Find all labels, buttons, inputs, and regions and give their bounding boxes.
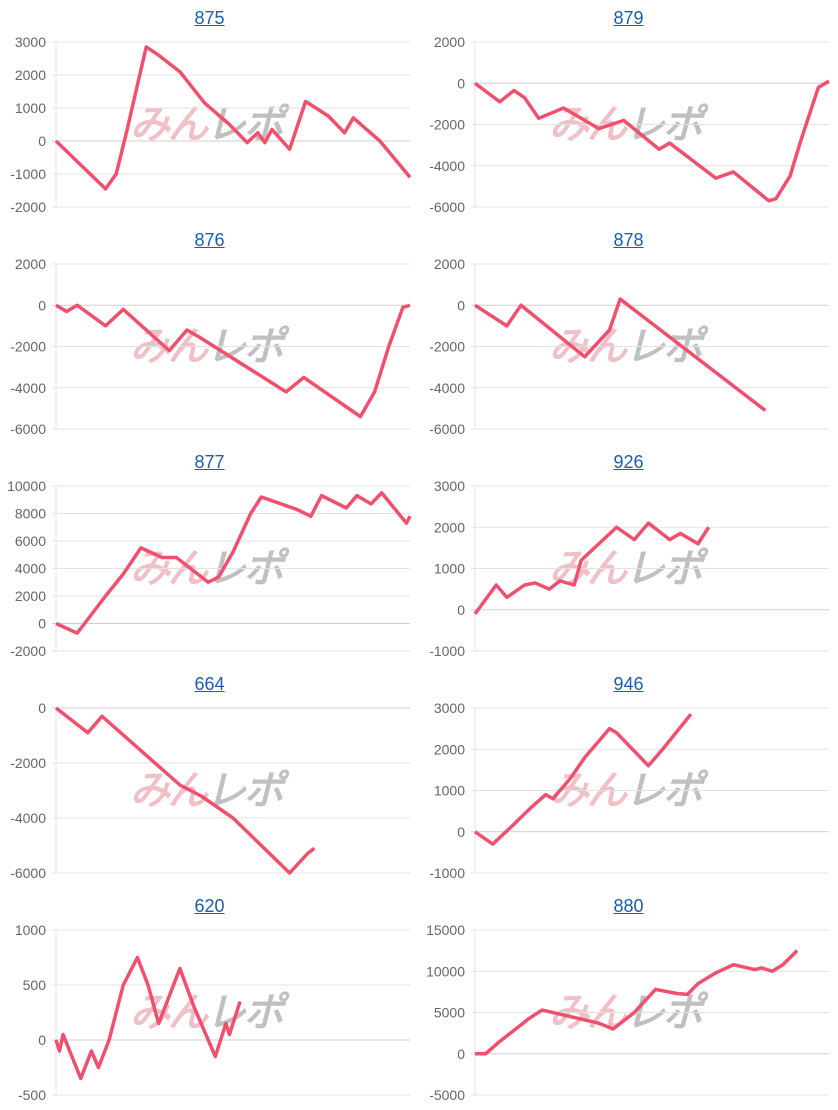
y-tick-label: 8000	[15, 506, 46, 522]
y-tick-label: -6000	[429, 421, 465, 437]
chart-panel-926: 926 みんレポ 3000 2000 1000 0 -1000	[419, 444, 838, 666]
y-tick-label: 1000	[15, 100, 46, 116]
line-chart: 0 -2000 -4000 -6000	[10, 700, 410, 881]
y-tick-label: 0	[38, 1032, 46, 1048]
y-tick-label: -2000	[429, 117, 465, 133]
y-tick-label: 0	[38, 700, 46, 716]
y-tick-label: 1000	[15, 922, 46, 938]
y-tick-label: 2000	[434, 519, 465, 535]
line-chart: 15000 10000 5000 0 -5000	[426, 922, 829, 1103]
chart-title-link[interactable]: 926	[613, 452, 644, 472]
y-tick-label: -1000	[429, 643, 465, 659]
y-tick-label: 4000	[15, 561, 46, 577]
y-tick-label: 5000	[434, 1005, 465, 1021]
y-tick-label: 2000	[434, 34, 465, 50]
y-tick-label: 3000	[15, 34, 46, 50]
y-tick-label: 2000	[15, 588, 46, 604]
chart-panel-877: 877 みんレポ 10000 8000 6000 4000 2000 0 -2000	[0, 444, 419, 666]
y-tick-label: -2000	[10, 339, 46, 355]
y-tick-label: -4000	[10, 810, 46, 826]
y-tick-label: 0	[457, 297, 465, 313]
y-tick-label: 0	[38, 133, 46, 149]
line-chart: 2000 0 -2000 -4000 -6000	[429, 256, 829, 437]
y-tick-label: -2000	[10, 199, 46, 215]
chart-panel-878: 878 みんレポ 2000 0 -2000 -4000 -6000	[419, 222, 838, 444]
series-line	[55, 491, 412, 635]
y-tick-label: 2000	[15, 67, 46, 83]
y-tick-label: 6000	[15, 533, 46, 549]
y-tick-label: 0	[457, 75, 465, 91]
line-chart: 10000 8000 6000 4000 2000 0 -2000	[7, 478, 412, 659]
y-tick-label: 2000	[15, 256, 46, 272]
chart-title-link[interactable]: 878	[613, 230, 644, 250]
series-line	[473, 521, 711, 615]
chart-title-link[interactable]: 879	[613, 8, 644, 28]
line-chart: 1000 500 0 -500	[15, 922, 410, 1103]
chart-title-link[interactable]: 620	[194, 896, 225, 916]
chart-title-link[interactable]: 946	[613, 674, 644, 694]
y-tick-label: 0	[457, 1046, 465, 1062]
chart-panel-880: 880 みんレポ 15000 10000 5000 0 -5000	[419, 888, 838, 1110]
line-chart: 2000 0 -2000 -4000 -6000	[10, 256, 411, 437]
y-tick-label: -1000	[10, 166, 46, 182]
chart-title-link[interactable]: 876	[194, 230, 225, 250]
y-tick-label: -6000	[10, 865, 46, 881]
series-line	[474, 297, 767, 412]
chart-title-link[interactable]: 877	[194, 452, 225, 472]
chart-title-link[interactable]: 880	[613, 896, 644, 916]
chart-panel-946: 946 みんレポ 3000 2000 1000 0 -1000	[419, 666, 838, 888]
series-line	[473, 79, 830, 203]
y-tick-label: 2000	[434, 741, 465, 757]
y-tick-label: 3000	[434, 700, 465, 716]
y-tick-label: -2000	[10, 643, 46, 659]
series-line	[54, 45, 412, 191]
line-chart: 3000 2000 1000 0 -1000 -2000	[10, 34, 412, 215]
y-tick-label: -4000	[429, 158, 465, 174]
y-tick-label: 3000	[434, 478, 465, 494]
y-tick-label: 0	[457, 824, 465, 840]
chart-title-link[interactable]: 664	[194, 674, 225, 694]
series-line	[54, 706, 316, 875]
chart-panel-875: 875 みんレポ 3000 2000 1000 0 -1000 -2000	[0, 0, 419, 222]
y-tick-label: 0	[38, 297, 46, 313]
y-tick-label: -6000	[429, 199, 465, 215]
y-tick-label: -6000	[10, 421, 46, 437]
y-tick-label: -4000	[429, 380, 465, 396]
y-tick-label: 10000	[7, 478, 46, 494]
chart-panel-664: 664 みんレポ 0 -2000 -4000 -6000	[0, 666, 419, 888]
y-tick-label: 15000	[426, 922, 465, 938]
y-tick-label: 10000	[426, 963, 465, 979]
line-chart: 3000 2000 1000 0 -1000	[429, 478, 829, 659]
chart-panel-876: 876 みんレポ 2000 0 -2000 -4000 -6000	[0, 222, 419, 444]
y-tick-label: 2000	[434, 256, 465, 272]
chart-panel-879: 879 みんレポ 2000 0 -2000 -4000 -6000	[419, 0, 838, 222]
y-tick-label: -4000	[10, 380, 46, 396]
series-line	[55, 303, 411, 419]
series-line	[475, 949, 799, 1056]
y-tick-label: -2000	[10, 755, 46, 771]
y-tick-label: 1000	[434, 783, 465, 799]
y-tick-label: -5000	[429, 1087, 465, 1103]
y-tick-label: -500	[18, 1087, 46, 1103]
series-line	[54, 955, 242, 1081]
chart-title-link[interactable]: 875	[194, 8, 225, 28]
y-tick-label: 1000	[434, 561, 465, 577]
y-tick-label: 0	[457, 602, 465, 618]
y-tick-label: -1000	[429, 865, 465, 881]
line-chart: 2000 0 -2000 -4000 -6000	[429, 34, 830, 215]
y-tick-label: -2000	[429, 339, 465, 355]
chart-panel-620: 620 みんレポ 1000 500 0 -500	[0, 888, 419, 1110]
y-tick-label: 500	[23, 977, 47, 993]
line-chart: 3000 2000 1000 0 -1000	[429, 700, 829, 881]
y-tick-label: 0	[38, 616, 46, 632]
series-line	[473, 713, 693, 846]
